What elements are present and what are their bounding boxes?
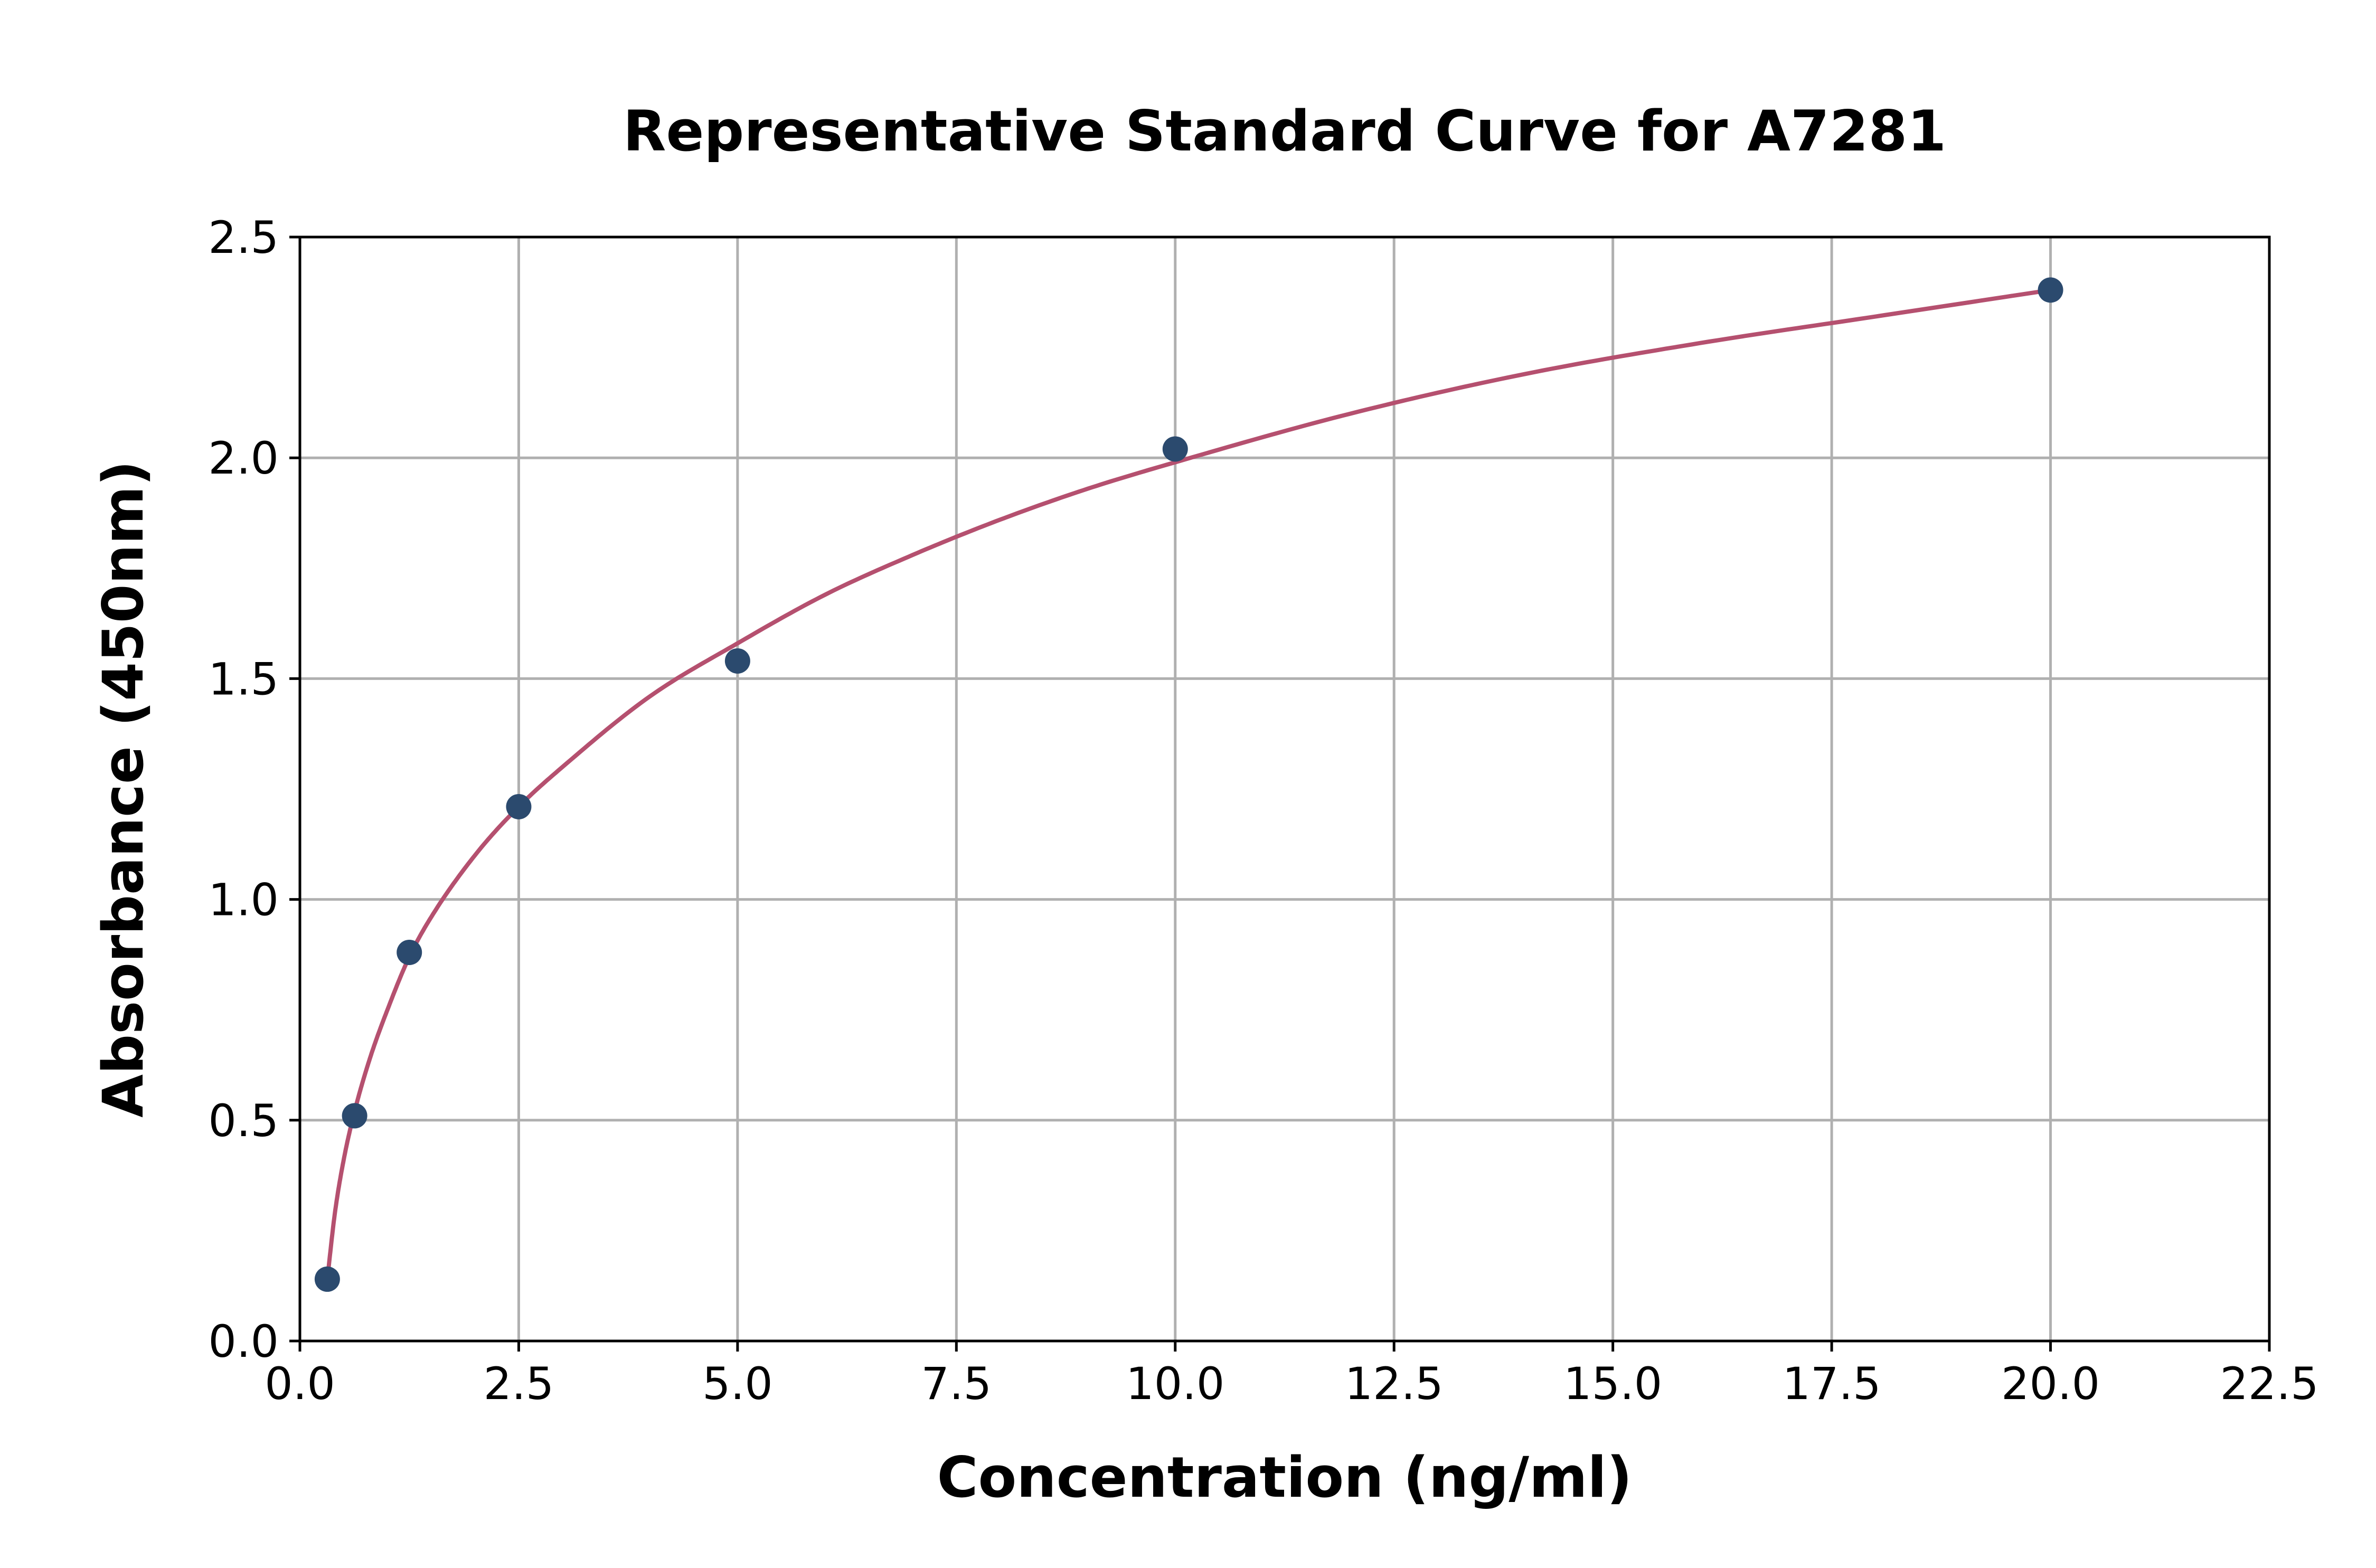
data-points-layer	[314, 277, 2063, 1292]
x-tick-label: 22.5	[2220, 1358, 2318, 1410]
x-tick-label: 15.0	[1563, 1358, 1662, 1410]
data-point	[506, 794, 532, 819]
data-point	[2038, 277, 2063, 303]
x-tick-label: 20.0	[2001, 1358, 2100, 1410]
fit-curve-layer	[325, 288, 2053, 1281]
y-axis-title: Absorbance (450nm)	[91, 460, 156, 1118]
data-point	[397, 939, 422, 965]
y-tick-label: 2.5	[208, 212, 279, 263]
x-tick-label: 7.5	[921, 1358, 992, 1410]
chart-title: Representative Standard Curve for A7281	[623, 99, 1946, 164]
y-tick-label: 1.0	[208, 874, 279, 926]
y-axis-ticks: 0.0 0.5 1.0 1.5 2.0 2.5	[208, 212, 300, 1367]
x-tick-label: 12.5	[1345, 1358, 1444, 1410]
data-point	[342, 1103, 367, 1129]
y-tick-label: 2.0	[208, 432, 279, 484]
plot-area-frame	[298, 235, 2271, 1343]
y-tick-label: 0.0	[208, 1316, 279, 1367]
grid-lines	[298, 235, 2271, 1343]
fit-curve-line	[325, 288, 2053, 1281]
data-point	[1162, 436, 1188, 462]
x-tick-label: 5.0	[702, 1358, 773, 1410]
x-axis-ticks: 0.0 2.5 5.0 7.5 10.0 12.5 15.0 17.5 20.0 22.5	[265, 1341, 2319, 1410]
x-tick-label: 2.5	[484, 1358, 554, 1410]
x-axis-title: Concentration (ng/ml)	[937, 1445, 1633, 1510]
x-tick-label: 17.5	[1783, 1358, 1881, 1410]
y-tick-label: 1.5	[208, 653, 279, 705]
x-tick-label: 10.0	[1126, 1358, 1224, 1410]
x-tick-label: 0.0	[265, 1358, 335, 1410]
data-point	[314, 1266, 340, 1292]
data-point	[724, 648, 750, 674]
y-tick-label: 0.5	[208, 1095, 279, 1147]
